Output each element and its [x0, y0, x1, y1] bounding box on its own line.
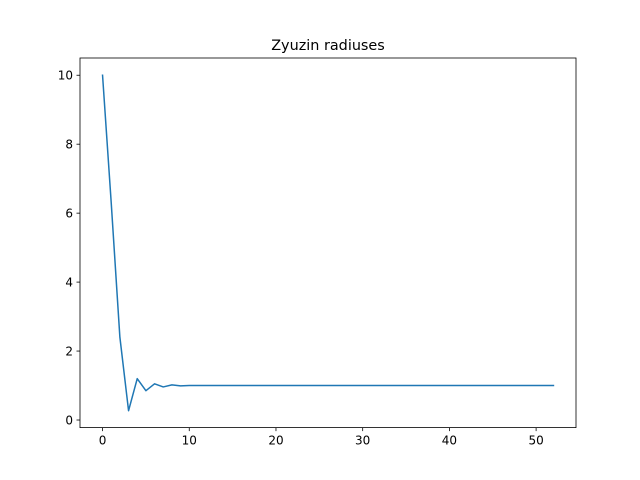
series-line: [101, 74, 555, 412]
y-tick-label: 4: [65, 275, 73, 289]
y-tick-label: 6: [65, 206, 73, 220]
x-tick-label: 10: [182, 434, 197, 448]
chart-title: Zyuzin radiuses: [271, 38, 385, 54]
y-tick-label: 2: [65, 344, 73, 358]
y-tick-label: 10: [58, 69, 73, 83]
x-tick-label: 50: [528, 434, 543, 448]
x-tick-label: 30: [355, 434, 370, 448]
y-tick-label: 0: [65, 413, 73, 427]
x-tick-label: 40: [442, 434, 457, 448]
axes-frame: [79, 57, 577, 429]
y-tick-label: 8: [65, 137, 73, 151]
x-tick-label: 0: [99, 434, 107, 448]
x-tick-label: 20: [268, 434, 283, 448]
